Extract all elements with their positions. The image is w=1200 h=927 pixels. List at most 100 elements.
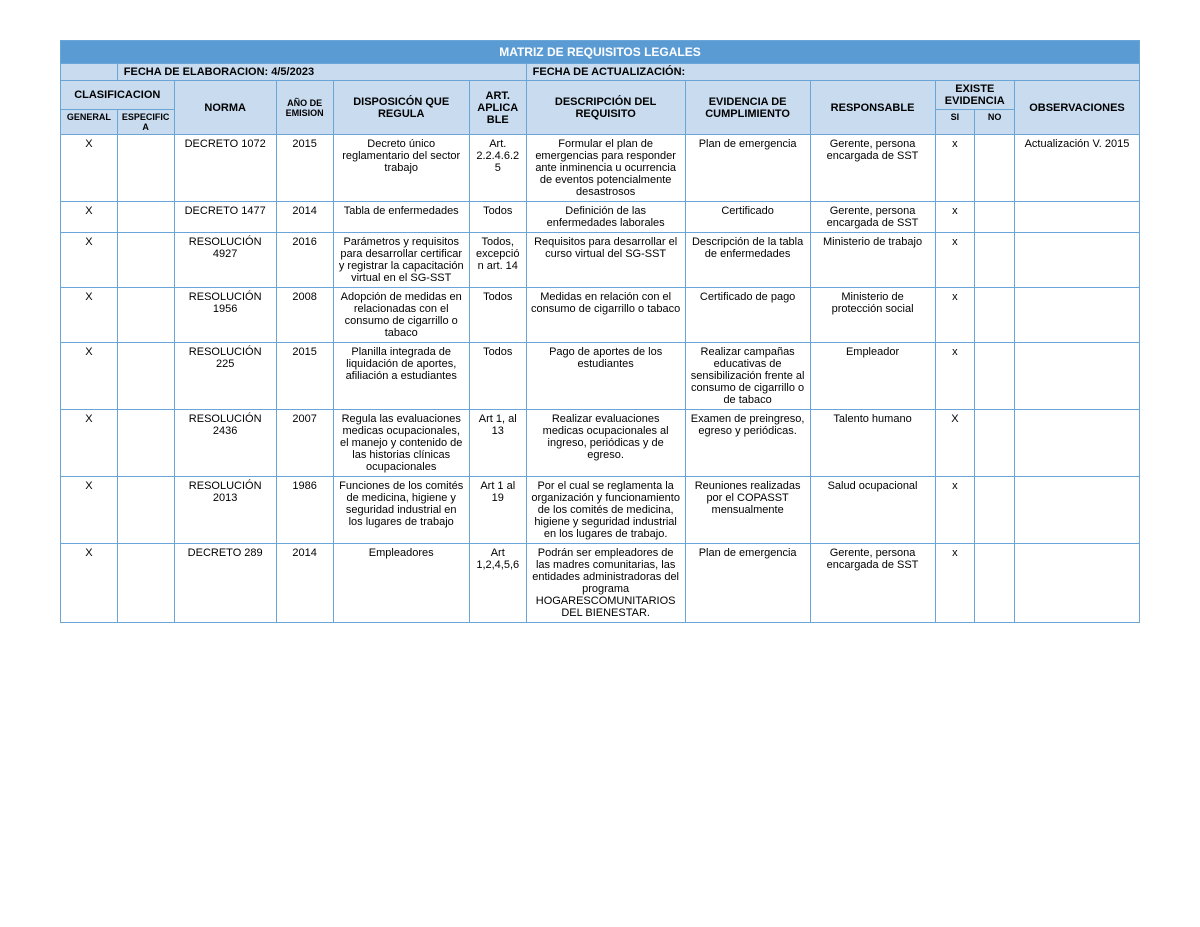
table-row: XDECRETO 2892014EmpleadoresArt 1,2,4,5,6… (61, 544, 1140, 623)
cell-especifica (117, 410, 174, 477)
cell-responsable: Salud ocupacional (810, 477, 935, 544)
cell-general: X (61, 410, 118, 477)
table-row: XRESOLUCIÓN 19562008Adopción de medidas … (61, 288, 1140, 343)
cell-general: X (61, 477, 118, 544)
hdr-descripcion: DESCRIPCIÓN DEL REQUISITO (526, 81, 685, 135)
table-title: MATRIZ DE REQUISITOS LEGALES (61, 41, 1140, 64)
cell-anio: 2008 (276, 288, 333, 343)
cell-obs: Actualización V. 2015 (1014, 135, 1139, 202)
cell-evidencia: Certificado de pago (685, 288, 810, 343)
cell-disposicion: Parámetros y requisitos para desarrollar… (333, 233, 469, 288)
cell-art: Art 1,2,4,5,6 (469, 544, 526, 623)
cell-obs (1014, 233, 1139, 288)
cell-evidencia: Certificado (685, 202, 810, 233)
cell-evidencia: Realizar campañas educativas de sensibil… (685, 343, 810, 410)
cell-especifica (117, 202, 174, 233)
cell-art: Todos (469, 343, 526, 410)
cell-obs (1014, 343, 1139, 410)
cell-obs (1014, 544, 1139, 623)
table-row: XRESOLUCIÓN 20131986Funciones de los com… (61, 477, 1140, 544)
cell-general: X (61, 343, 118, 410)
cell-si: x (935, 202, 975, 233)
cell-anio: 2015 (276, 135, 333, 202)
table-row: XDECRETO 10722015Decreto único reglament… (61, 135, 1140, 202)
cell-no (975, 233, 1015, 288)
cell-especifica (117, 343, 174, 410)
cell-general: X (61, 544, 118, 623)
cell-no (975, 544, 1015, 623)
cell-anio: 2016 (276, 233, 333, 288)
cell-responsable: Gerente, persona encargada de SST (810, 202, 935, 233)
hdr-art: ART. APLICABLE (469, 81, 526, 135)
table-row: XRESOLUCIÓN 24362007Regula las evaluacio… (61, 410, 1140, 477)
hdr-clasificacion: CLASIFICACION (61, 81, 175, 110)
hdr-especifica: ESPECIFICA (117, 110, 174, 135)
cell-norma: RESOLUCIÓN 1956 (174, 288, 276, 343)
cell-no (975, 410, 1015, 477)
cell-responsable: Ministerio de protección social (810, 288, 935, 343)
cell-norma: RESOLUCIÓN 2436 (174, 410, 276, 477)
cell-si: x (935, 233, 975, 288)
cell-si: x (935, 343, 975, 410)
cell-especifica (117, 233, 174, 288)
cell-general: X (61, 202, 118, 233)
cell-evidencia: Plan de emergencia (685, 544, 810, 623)
cell-anio: 2007 (276, 410, 333, 477)
hdr-norma: NORMA (174, 81, 276, 135)
cell-responsable: Talento humano (810, 410, 935, 477)
hdr-responsable: RESPONSABLE (810, 81, 935, 135)
cell-norma: RESOLUCIÓN 2013 (174, 477, 276, 544)
hdr-anio: AÑO DE EMISION (276, 81, 333, 135)
hdr-general: GENERAL (61, 110, 118, 135)
cell-descripcion: Requisitos para desarrollar el curso vir… (526, 233, 685, 288)
cell-norma: RESOLUCIÓN 225 (174, 343, 276, 410)
cell-descripcion: Podrán ser empleadores de las madres com… (526, 544, 685, 623)
cell-especifica (117, 135, 174, 202)
table-row: X RESOLUCIÓN 49272016Parámetros y requisi… (61, 233, 1140, 288)
cell-norma: DECRETO 1477 (174, 202, 276, 233)
cell-no (975, 135, 1015, 202)
cell-descripcion: Por el cual se reglamenta la organizació… (526, 477, 685, 544)
cell-general: X (61, 135, 118, 202)
cell-no (975, 288, 1015, 343)
cell-si: x (935, 477, 975, 544)
cell-responsable: Ministerio de trabajo (810, 233, 935, 288)
cell-no (975, 202, 1015, 233)
cell-disposicion: Decreto único reglamentario del sector t… (333, 135, 469, 202)
hdr-disposicion: DISPOSICÓN QUE REGULA (333, 81, 469, 135)
cell-art: Todos (469, 202, 526, 233)
hdr-observaciones: OBSERVACIONES (1014, 81, 1139, 135)
cell-si: x (935, 544, 975, 623)
cell-art: Todos, excepción art. 14 (469, 233, 526, 288)
cell-descripcion: Realizar evaluaciones medicas ocupaciona… (526, 410, 685, 477)
cell-art: Todos (469, 288, 526, 343)
cell-disposicion: Planilla integrada de liquidación de apo… (333, 343, 469, 410)
table-row: XRESOLUCIÓN 2252015Planilla integrada de… (61, 343, 1140, 410)
cell-general: X (61, 233, 118, 288)
cell-general: X (61, 288, 118, 343)
cell-si: X (935, 410, 975, 477)
cell-art: Art. 2.2.4.6.25 (469, 135, 526, 202)
hdr-existe-evidencia: EXISTE EVIDENCIA (935, 81, 1014, 110)
cell-responsable: Empleador (810, 343, 935, 410)
cell-obs (1014, 288, 1139, 343)
legal-matrix-table: MATRIZ DE REQUISITOS LEGALES FECHA DE EL… (60, 40, 1140, 623)
cell-descripcion: Pago de aportes de los estudiantes (526, 343, 685, 410)
fecha-elaboracion: FECHA DE ELABORACION: 4/5/2023 (117, 64, 526, 81)
cell-evidencia: Examen de preingreso, egreso y periódica… (685, 410, 810, 477)
cell-descripcion: Formular el plan de emergencias para res… (526, 135, 685, 202)
cell-especifica (117, 544, 174, 623)
hdr-evidencia: EVIDENCIA DE CUMPLIMIENTO (685, 81, 810, 135)
cell-no (975, 343, 1015, 410)
cell-especifica (117, 288, 174, 343)
cell-evidencia: Descripción de la tabla de enfermedades (685, 233, 810, 288)
cell-responsable: Gerente, persona encargada de SST (810, 544, 935, 623)
cell-art: Art 1 al 19 (469, 477, 526, 544)
cell-norma: RESOLUCIÓN 4927 (174, 233, 276, 288)
cell-disposicion: Funciones de los comités de medicina, hi… (333, 477, 469, 544)
hdr-no: NO (975, 110, 1015, 135)
cell-obs (1014, 477, 1139, 544)
meta-blank-left (61, 64, 118, 81)
cell-norma: DECRETO 289 (174, 544, 276, 623)
cell-evidencia: Reuniones realizadas por el COPASST mens… (685, 477, 810, 544)
